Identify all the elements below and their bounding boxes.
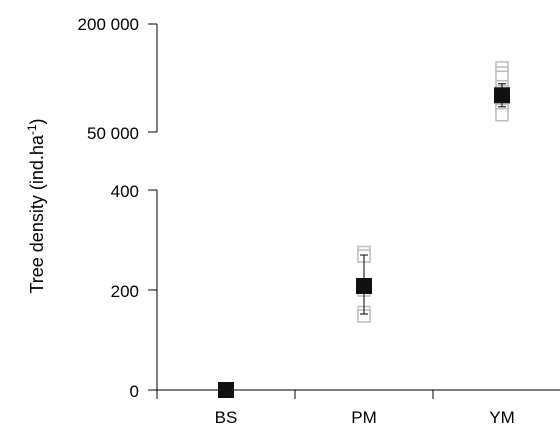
mean-marker-bs [218,382,234,398]
y-axis-title-superscript: -1 [25,124,39,135]
mean-marker-pm [356,278,372,294]
lower-y-tick-label-0: 0 [130,382,139,401]
y-axis-title-close: ) [27,118,47,124]
data-marks [218,61,510,398]
x-tick-label-ym: YM [489,408,515,427]
upper-y-tick-label-top: 200 000 [78,15,139,34]
y-axis-title-main: Tree density (ind.ha [27,134,47,293]
mean-marker-ym [494,87,510,104]
x-tick-label-bs: BS [215,408,238,427]
lower-y-tick-label-400: 400 [111,182,139,201]
lower-y-tick-label-200: 200 [111,282,139,301]
upper-y-tick-label-bottom: 50 000 [87,124,139,143]
y-axis-title: Tree density (ind.ha-1) [25,118,47,293]
point-ym-8 [495,107,509,122]
x-tick-label-pm: PM [351,408,377,427]
